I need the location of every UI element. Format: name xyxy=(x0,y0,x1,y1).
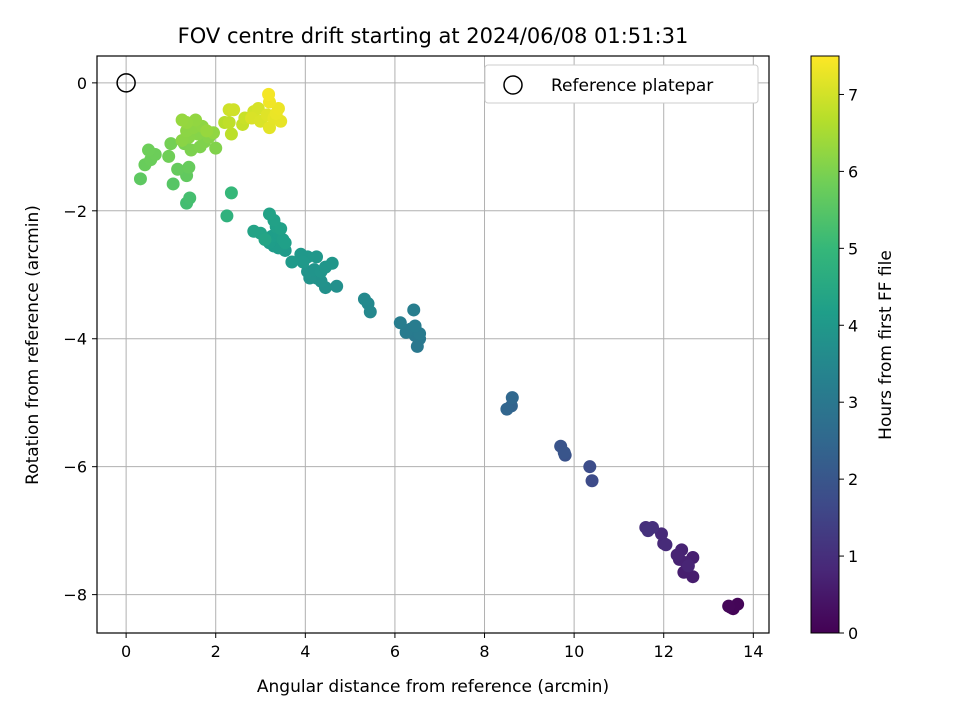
x-tick-label: 12 xyxy=(654,642,674,661)
grid-lines xyxy=(97,56,769,633)
colorbar-tick-label: 7 xyxy=(848,85,858,104)
colorbar: 0 1 2 3 4 5 6 7 Hours from first FF file xyxy=(810,55,896,643)
plot-frame xyxy=(96,55,770,634)
data-point xyxy=(183,191,197,205)
data-point xyxy=(407,303,421,317)
legend-marker-icon xyxy=(503,75,523,95)
data-point xyxy=(258,233,272,247)
x-tick-label: 0 xyxy=(121,642,131,661)
data-point xyxy=(227,103,241,117)
colorbar-tick-label: 3 xyxy=(848,393,858,412)
colorbar-ticks: 0 1 2 3 4 5 6 7 xyxy=(839,85,858,643)
data-point xyxy=(505,391,519,405)
y-axis-title: Rotation from reference (arcmin) xyxy=(23,205,43,485)
x-tick-label: 8 xyxy=(479,642,489,661)
colorbar-tick-label: 4 xyxy=(848,316,858,335)
data-point xyxy=(224,186,238,200)
legend-label: Reference platepar xyxy=(551,76,713,96)
y-axis-ticks: 0 −2 −4 −6 −8 xyxy=(63,74,97,605)
data-point xyxy=(659,538,673,552)
chart-title: FOV centre drift starting at 2024/06/08 … xyxy=(178,24,689,48)
x-tick-label: 10 xyxy=(564,642,584,661)
data-point xyxy=(224,127,238,141)
x-tick-label: 6 xyxy=(390,642,400,661)
colorbar-tick-label: 6 xyxy=(848,162,858,181)
data-point xyxy=(175,113,189,127)
colorbar-tick-label: 0 xyxy=(848,624,858,643)
data-point xyxy=(182,160,196,174)
y-tick-label: −6 xyxy=(63,458,87,477)
data-points xyxy=(133,87,745,616)
data-point xyxy=(357,292,371,306)
x-tick-label: 14 xyxy=(743,642,763,661)
colorbar-tick-label: 2 xyxy=(848,470,858,489)
data-point xyxy=(399,325,413,339)
colorbar-tick-label: 5 xyxy=(848,239,858,258)
legend: Reference platepar xyxy=(484,64,759,104)
colorbar-tick-label: 1 xyxy=(848,547,858,566)
data-point xyxy=(262,207,276,221)
data-point xyxy=(557,446,571,460)
y-tick-label: −4 xyxy=(63,330,87,349)
data-point xyxy=(296,255,310,269)
legend-box xyxy=(484,64,759,104)
data-point xyxy=(641,524,655,538)
x-axis-title: Angular distance from reference (arcmin) xyxy=(257,677,609,697)
y-tick-label: −8 xyxy=(63,586,87,605)
data-point xyxy=(220,209,234,223)
reference-platepar-marker xyxy=(116,73,136,93)
data-point xyxy=(583,460,597,474)
x-tick-label: 2 xyxy=(211,642,221,661)
data-point xyxy=(247,224,261,238)
data-point xyxy=(585,474,599,488)
data-point xyxy=(162,149,176,163)
colorbar-title: Hours from first FF file xyxy=(876,250,896,440)
data-point xyxy=(200,124,214,138)
data-point xyxy=(251,101,265,115)
data-point xyxy=(278,236,292,250)
data-point xyxy=(222,116,236,130)
data-point xyxy=(500,402,514,416)
data-point xyxy=(285,255,299,269)
data-point xyxy=(670,548,684,562)
x-tick-label: 4 xyxy=(300,642,310,661)
data-point xyxy=(310,250,324,264)
data-point xyxy=(330,279,344,293)
data-point xyxy=(142,143,156,157)
y-tick-label: 0 xyxy=(77,74,87,93)
data-point xyxy=(209,141,223,155)
plot-area: 0 2 4 6 8 10 12 14 0 −2 −4 −6 −8 xyxy=(63,55,770,661)
colorbar-bar xyxy=(810,55,840,634)
data-point xyxy=(408,319,422,333)
data-point xyxy=(166,177,180,191)
data-point xyxy=(722,599,736,613)
data-point xyxy=(393,316,407,330)
data-point xyxy=(681,559,695,573)
data-point xyxy=(171,162,185,176)
x-axis-ticks: 0 2 4 6 8 10 12 14 xyxy=(121,633,763,661)
data-point xyxy=(271,101,285,115)
data-point xyxy=(654,527,668,541)
data-point xyxy=(325,256,339,270)
data-point xyxy=(133,172,147,186)
data-point xyxy=(164,137,178,151)
data-point xyxy=(262,87,276,101)
y-tick-label: −2 xyxy=(63,202,87,221)
